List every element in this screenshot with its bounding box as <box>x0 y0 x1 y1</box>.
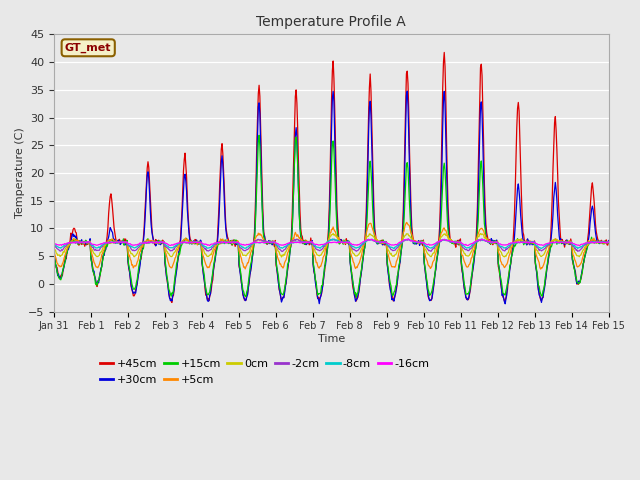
-2cm <box>278 249 286 254</box>
+45cm <box>174 255 182 261</box>
-2cm <box>203 248 211 253</box>
+45cm <box>168 300 176 305</box>
+5cm <box>605 240 612 246</box>
+30cm <box>173 261 181 266</box>
Line: -2cm: -2cm <box>54 239 609 252</box>
-16cm <box>173 240 181 246</box>
-8cm <box>117 239 125 245</box>
0cm <box>330 230 337 236</box>
-16cm <box>60 241 68 247</box>
Line: -16cm: -16cm <box>54 240 609 246</box>
X-axis label: Time: Time <box>317 334 345 344</box>
0cm <box>117 240 125 245</box>
+45cm <box>399 204 407 210</box>
0cm <box>417 240 424 245</box>
+5cm <box>50 248 58 254</box>
Text: GT_met: GT_met <box>65 43 111 53</box>
-8cm <box>400 238 408 243</box>
+30cm <box>416 242 424 248</box>
-8cm <box>173 241 181 247</box>
+5cm <box>203 263 211 269</box>
Line: 0cm: 0cm <box>54 233 609 257</box>
+15cm <box>353 294 360 300</box>
+45cm <box>50 253 58 259</box>
Y-axis label: Temperature (C): Temperature (C) <box>15 128 25 218</box>
+30cm <box>403 88 411 94</box>
-16cm <box>605 240 612 245</box>
+30cm <box>50 254 58 260</box>
+5cm <box>117 239 125 244</box>
-2cm <box>60 245 68 251</box>
+45cm <box>605 238 612 244</box>
-8cm <box>390 246 398 252</box>
+30cm <box>203 293 211 299</box>
0cm <box>278 254 285 260</box>
-16cm <box>415 240 422 245</box>
-2cm <box>50 241 58 247</box>
+30cm <box>117 240 125 246</box>
+15cm <box>605 240 612 246</box>
Line: +15cm: +15cm <box>54 135 609 297</box>
+5cm <box>416 239 424 244</box>
+15cm <box>255 132 263 138</box>
-8cm <box>50 241 58 247</box>
+15cm <box>173 259 181 264</box>
-8cm <box>328 236 336 242</box>
+45cm <box>117 238 125 244</box>
-8cm <box>605 239 612 245</box>
+15cm <box>400 215 408 221</box>
+5cm <box>173 247 181 252</box>
+15cm <box>417 240 424 246</box>
0cm <box>605 239 612 244</box>
+15cm <box>117 240 125 245</box>
0cm <box>203 253 211 259</box>
0cm <box>400 234 408 240</box>
-2cm <box>399 237 407 243</box>
-16cm <box>117 240 125 245</box>
Legend: +45cm, +30cm, +15cm, +5cm, 0cm, -2cm, -8cm, -16cm: +45cm, +30cm, +15cm, +5cm, 0cm, -2cm, -8… <box>95 355 434 389</box>
+30cm <box>501 301 509 307</box>
-2cm <box>605 239 612 244</box>
Line: -8cm: -8cm <box>54 239 609 249</box>
-16cm <box>50 241 58 247</box>
+5cm <box>60 256 68 262</box>
-8cm <box>60 243 68 249</box>
-8cm <box>203 245 211 251</box>
0cm <box>173 245 181 251</box>
+5cm <box>399 234 406 240</box>
+45cm <box>416 240 424 246</box>
Line: +5cm: +5cm <box>54 222 609 269</box>
0cm <box>50 245 58 251</box>
-8cm <box>417 240 424 245</box>
+30cm <box>605 238 612 243</box>
+45cm <box>60 264 68 269</box>
-2cm <box>404 236 412 242</box>
+30cm <box>60 264 68 270</box>
+5cm <box>537 266 545 272</box>
+30cm <box>399 234 406 240</box>
-2cm <box>417 239 424 244</box>
-16cm <box>478 237 486 242</box>
+45cm <box>204 296 211 302</box>
+15cm <box>60 264 68 269</box>
+45cm <box>440 49 448 55</box>
-16cm <box>575 243 583 249</box>
+15cm <box>203 289 211 295</box>
0cm <box>60 250 68 255</box>
+5cm <box>403 219 410 225</box>
-2cm <box>117 239 125 245</box>
-16cm <box>399 238 406 244</box>
+15cm <box>50 252 58 258</box>
Title: Temperature Profile A: Temperature Profile A <box>257 15 406 29</box>
Line: +45cm: +45cm <box>54 52 609 302</box>
Line: +30cm: +30cm <box>54 91 609 304</box>
-2cm <box>173 242 181 248</box>
-16cm <box>203 241 211 247</box>
